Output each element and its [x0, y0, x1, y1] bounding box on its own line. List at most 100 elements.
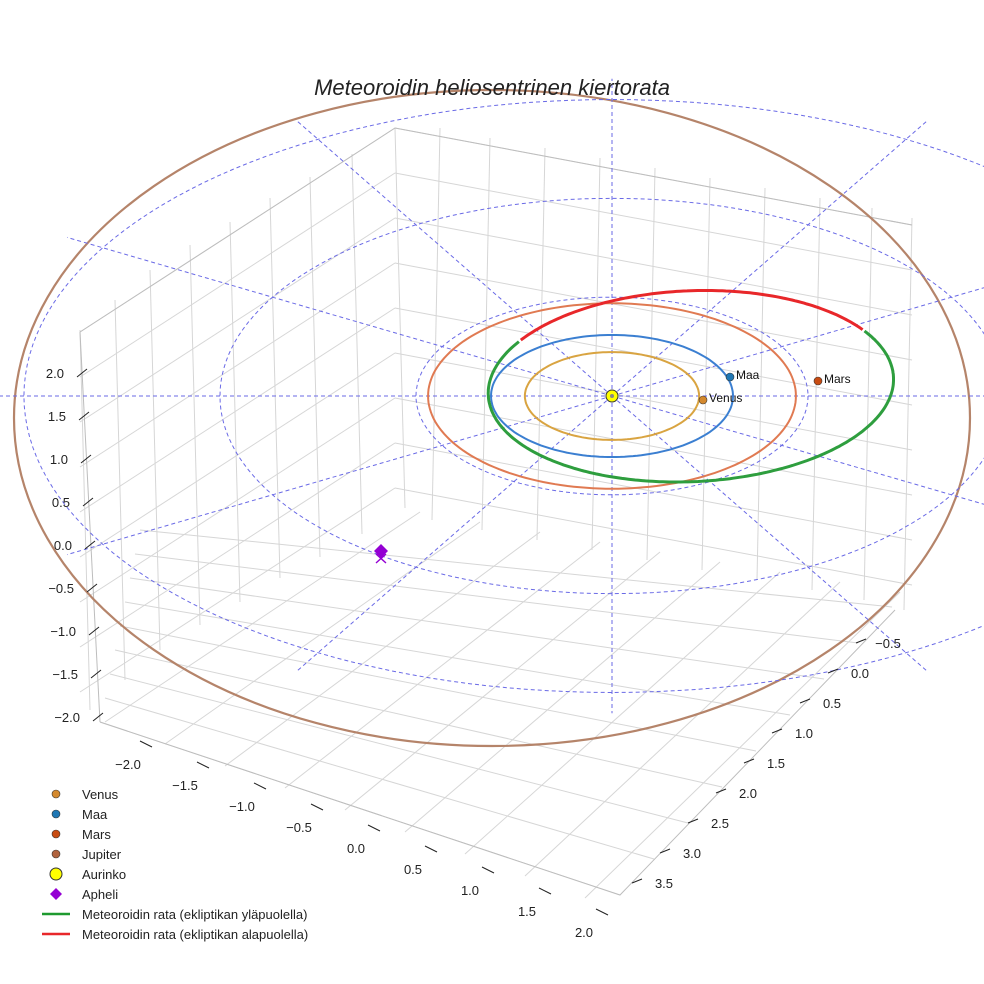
orbit-maa [489, 334, 734, 458]
z-tick-label: 0.5 [52, 495, 70, 510]
x-tick [715, 788, 727, 794]
grid-line [404, 561, 721, 833]
x-tick-label: 0.5 [823, 696, 841, 711]
grid-line [224, 531, 541, 767]
radial-spoke [611, 395, 984, 505]
radial-spoke [611, 287, 984, 397]
planet-orbits [427, 302, 797, 490]
grid-line [164, 521, 481, 745]
y-tick-label: −2.0 [115, 757, 141, 772]
grid-line [811, 197, 821, 591]
legend-marker [51, 789, 61, 799]
axes-grid [79, 127, 913, 899]
y-tick [538, 887, 552, 895]
grid-line [591, 157, 601, 551]
reference-rings [0, 78, 984, 714]
legend-label: Meteoroidin rata (ekliptikan yläpuolella… [82, 907, 307, 922]
grid-line [79, 442, 396, 648]
grid-line [524, 581, 841, 877]
planet-marker-maa [725, 372, 735, 382]
grid-line [394, 262, 913, 361]
legend-label: Jupiter [82, 847, 122, 862]
grid-line [394, 172, 913, 271]
axes-frame [79, 331, 101, 723]
x-tick [743, 758, 755, 764]
aphelion-projection [375, 553, 387, 564]
grid-line [79, 487, 396, 693]
grid-line [394, 487, 913, 586]
x-tick [827, 668, 839, 674]
x-tick-label: 1.0 [795, 726, 813, 741]
grid-line [394, 397, 913, 496]
axes-frame [79, 127, 913, 333]
planet-marker-mars [813, 376, 823, 386]
y-tick-label: −0.5 [286, 820, 312, 835]
grid-line [119, 625, 757, 752]
meteoroid-orbit-below [519, 289, 864, 342]
grid-line [79, 307, 396, 513]
legend-marker [49, 867, 63, 881]
legend-label: Maa [82, 807, 108, 822]
legend-marker [51, 849, 61, 859]
x-tick [855, 638, 867, 644]
planet-label-maa: Maa [736, 368, 760, 382]
grid-line [79, 397, 396, 603]
jupiter-orbit [12, 88, 972, 748]
x-tick-label: 1.5 [767, 756, 785, 771]
y-tick [139, 740, 153, 748]
y-tick-label: 0.0 [347, 841, 365, 856]
grid-line [863, 207, 873, 601]
y-tick [367, 824, 381, 832]
y-tick [424, 845, 438, 853]
legend-label: Mars [82, 827, 111, 842]
legend-label: Aurinko [82, 867, 126, 882]
y-tick [253, 782, 267, 790]
grid-line [109, 673, 689, 824]
grid-line [79, 329, 91, 711]
jupiter-orbit-layer [12, 88, 972, 748]
grid-line [269, 197, 281, 579]
grid-line [701, 177, 711, 571]
z-tick-label: −0.5 [48, 581, 74, 596]
grid-line [351, 153, 363, 535]
z-tick-label: −2.0 [54, 710, 80, 725]
grid-line [903, 217, 913, 611]
x-tick-label: 3.0 [683, 846, 701, 861]
z-tick-label: −1.5 [52, 667, 78, 682]
x-tick [799, 698, 811, 704]
radial-spoke [611, 120, 927, 397]
x-tick [659, 848, 671, 854]
grid-line [536, 147, 546, 541]
meteoroid-orbit [486, 289, 895, 484]
sun-core [610, 394, 614, 398]
planet-label-mars: Mars [824, 372, 851, 386]
legend-label: Apheli [82, 887, 118, 902]
z-tick [86, 583, 98, 593]
body-markers: Venus Maa Mars [374, 368, 851, 564]
x-tick-label: 3.5 [655, 876, 673, 891]
y-tick-label: 0.5 [404, 862, 422, 877]
z-tick [88, 626, 100, 636]
grid-line [79, 217, 396, 423]
planet-label-venus: Venus [709, 391, 742, 405]
y-tick [595, 908, 609, 916]
legend-label: Meteoroidin rata (ekliptikan alapuolella… [82, 927, 308, 942]
axes-frame [99, 609, 896, 896]
y-tick-label: −1.0 [229, 799, 255, 814]
x-tick-label: 2.5 [711, 816, 729, 831]
grid-line [79, 262, 396, 468]
x-tick-label: −0.5 [875, 636, 901, 651]
grid-line [584, 591, 901, 899]
grid-line [756, 187, 766, 581]
x-tick-label: 2.0 [739, 786, 757, 801]
reference-ring [23, 98, 984, 694]
radial-spoke [297, 120, 613, 397]
z-tick-label: 2.0 [46, 366, 64, 381]
x-tick-label: 0.0 [851, 666, 869, 681]
x-tick [771, 728, 783, 734]
grid-line [464, 571, 781, 855]
grid-line [481, 137, 491, 531]
chart-title: Meteoroidin heliosentrinen kiertorata [314, 75, 670, 100]
legend-label: Venus [82, 787, 119, 802]
